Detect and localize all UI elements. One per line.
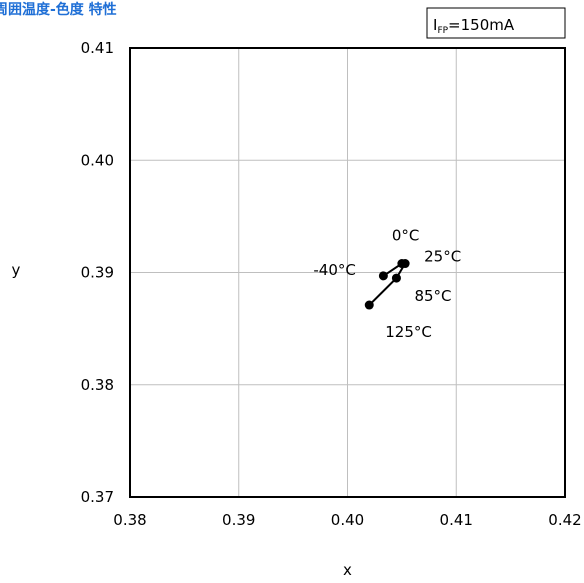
condition-text: IFP=150mA bbox=[433, 16, 515, 36]
point-label: 25°C bbox=[424, 248, 461, 266]
chart-title: 周囲温度-色度 特性 bbox=[0, 1, 117, 18]
y-tick-label: 0.37 bbox=[81, 488, 114, 506]
y-axis-label: y bbox=[12, 261, 21, 279]
x-tick-label: 0.38 bbox=[113, 511, 146, 529]
y-tick-label: 0.38 bbox=[81, 376, 114, 394]
data-point bbox=[400, 259, 410, 269]
condition-subscript: FP bbox=[437, 26, 448, 36]
grid bbox=[130, 48, 565, 497]
data-point bbox=[378, 271, 388, 281]
point-labels: -40°C 0°C25°C 85°C 125°C bbox=[313, 227, 461, 342]
point-label: -40°C bbox=[313, 261, 355, 279]
data-point bbox=[391, 273, 401, 283]
y-tick-label: 0.41 bbox=[81, 39, 114, 57]
x-axis-label: x bbox=[343, 561, 352, 579]
data-point bbox=[364, 300, 374, 310]
x-tick-label: 0.41 bbox=[440, 511, 473, 529]
y-tick-labels: 0.37 0.38 0.39 0.40 0.41 bbox=[81, 39, 114, 506]
x-tick-label: 0.42 bbox=[548, 511, 581, 529]
x-tick-labels: 0.38 0.39 0.40 0.41 0.42 bbox=[113, 511, 581, 529]
x-tick-label: 0.40 bbox=[331, 511, 364, 529]
series-path bbox=[368, 262, 407, 306]
y-tick-label: 0.40 bbox=[81, 151, 114, 169]
point-label: 125°C bbox=[385, 323, 432, 341]
point-label: 85°C bbox=[414, 287, 451, 305]
condition-symbol: I bbox=[433, 16, 437, 34]
series-line bbox=[368, 262, 407, 306]
plot-frame bbox=[129, 47, 566, 498]
point-label: 0°C bbox=[392, 227, 420, 245]
x-tick-label: 0.39 bbox=[222, 511, 255, 529]
y-tick-label: 0.39 bbox=[81, 264, 114, 282]
condition-box: IFP=150mA bbox=[426, 7, 566, 39]
data-points bbox=[364, 259, 410, 310]
condition-value: =150mA bbox=[448, 16, 515, 34]
